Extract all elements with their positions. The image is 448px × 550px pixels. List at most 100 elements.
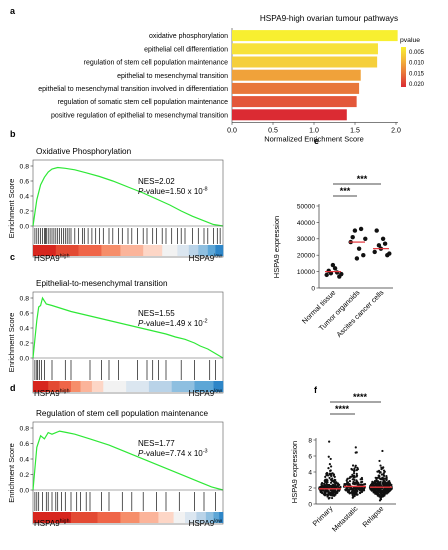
data-point <box>378 459 381 463</box>
panel-letter-c: c <box>10 252 15 262</box>
y-tick-label: 0.0 <box>20 355 30 362</box>
data-point <box>355 480 359 483</box>
category-label: regulation of somatic stem cell populati… <box>58 99 229 106</box>
panel-letter-a: a <box>10 6 16 16</box>
data-point <box>326 268 331 273</box>
data-point <box>356 466 359 469</box>
x-tick-label: 0.0 <box>227 127 237 134</box>
y-tick-label: 6 <box>308 453 312 460</box>
data-point <box>334 485 337 488</box>
data-point <box>380 236 386 241</box>
rank-heat-segment <box>71 512 98 523</box>
bar <box>232 96 357 108</box>
y-tick-label: 0.2 <box>20 208 30 215</box>
y-tick-label: 0.8 <box>20 295 30 302</box>
data-point <box>386 491 389 494</box>
legend-colorbar <box>401 47 406 87</box>
rank-heat-segment <box>148 381 172 392</box>
data-point <box>328 469 332 472</box>
rank-heat-segment <box>33 245 57 256</box>
data-point <box>387 251 392 256</box>
data-point <box>352 487 355 491</box>
rank-heat-segment <box>205 512 214 523</box>
data-point <box>333 478 336 481</box>
data-point <box>320 490 323 493</box>
rank-heat-segment <box>33 381 49 392</box>
rank-heat-segment <box>171 381 195 392</box>
y-tick-label: 40000 <box>297 220 315 227</box>
y-tick-label: 4 <box>308 469 312 476</box>
data-point <box>387 481 390 484</box>
data-point <box>372 488 375 491</box>
data-point <box>354 465 357 469</box>
data-point <box>350 467 353 471</box>
bar <box>232 69 361 81</box>
data-point <box>347 488 350 491</box>
data-point <box>327 467 330 470</box>
enrichment-curve <box>32 430 224 491</box>
panel-gsea-b: Oxidative Phosphorylation 0.0 0.2 0.4 0.6 0.8… <box>7 147 224 263</box>
data-point <box>355 474 359 477</box>
y-tick-label: 0.0 <box>20 487 30 494</box>
y-tick-label: 0.4 <box>20 456 30 463</box>
data-point <box>351 474 355 478</box>
data-point <box>348 492 351 495</box>
legend-tick-label: 0.010 <box>409 61 425 67</box>
label-hspa9-low: HSPA9low <box>189 389 223 399</box>
plot-frame <box>32 291 224 394</box>
category-label: epithelial to mesenchymal transition inv… <box>38 86 228 93</box>
category-label: regulation of stem cell population maint… <box>84 60 228 67</box>
data-point <box>350 490 354 493</box>
data-point <box>378 494 381 498</box>
y-tick-label: 0.0 <box>20 223 30 230</box>
data-point <box>326 490 329 493</box>
data-point <box>361 489 364 492</box>
data-point <box>375 488 378 491</box>
data-point <box>382 472 385 475</box>
data-point <box>325 483 328 486</box>
nes-label: NES=2.02 <box>138 177 175 186</box>
data-point <box>353 470 356 473</box>
data-point <box>357 481 360 485</box>
data-point <box>374 228 379 233</box>
data-point <box>362 489 366 492</box>
plot-frame <box>32 421 224 525</box>
data-point <box>384 483 387 487</box>
panel-letter-e: e <box>314 136 319 146</box>
y-tick-label: 50000 <box>297 203 315 210</box>
data-point <box>334 481 337 484</box>
chart-title: Epithelial-to-mesenchymal transition <box>36 279 168 288</box>
data-point <box>386 483 389 486</box>
data-point <box>360 476 364 480</box>
y-tick-label: 20000 <box>297 253 315 260</box>
legend-tick-label: 0.015 <box>409 71 425 77</box>
y-tick-label: 0.4 <box>20 325 30 332</box>
pvalue-label: P-value=1.49 x 10-2 <box>138 319 208 329</box>
data-point <box>348 480 352 483</box>
data-point <box>330 496 334 500</box>
data-point <box>355 486 358 490</box>
data-point <box>354 491 357 495</box>
rank-heat-segment <box>97 512 121 523</box>
data-point <box>369 487 372 491</box>
rank-heat-segment <box>177 245 190 256</box>
category-label: epithelial to mesenchymal transition <box>117 73 228 80</box>
y-axis-label: HSPA9 expression <box>290 441 299 503</box>
data-point <box>355 451 358 454</box>
data-point <box>379 480 382 484</box>
rank-heat-segment <box>188 245 199 256</box>
data-point <box>383 488 386 492</box>
data-point <box>328 476 331 480</box>
bar <box>232 109 347 121</box>
data-point <box>360 487 363 490</box>
legend-tick-label: 0.005 <box>409 50 425 56</box>
y-axis-label: Enrichment Score <box>7 313 16 373</box>
data-point <box>378 474 381 477</box>
rank-heat-segment <box>196 512 207 523</box>
rank-heat-segment <box>143 245 163 256</box>
category-label: Primary <box>311 504 335 528</box>
category-label: oxidative phosphorylation <box>149 33 228 40</box>
category-label: epithelial cell differentiation <box>144 46 228 53</box>
data-point <box>346 481 350 484</box>
data-point <box>363 236 368 241</box>
